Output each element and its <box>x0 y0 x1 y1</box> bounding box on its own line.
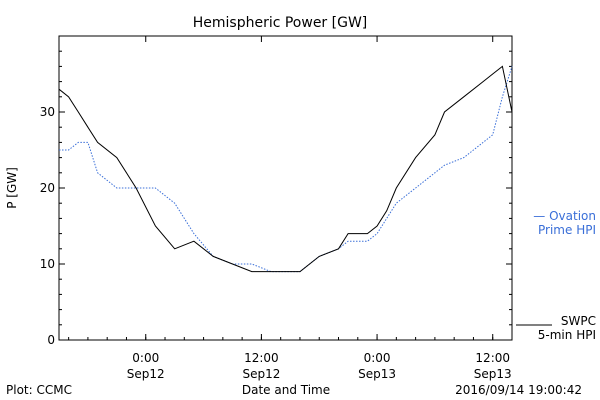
x-axis-label: Date and Time <box>242 383 330 397</box>
legend-ovation-line1: — Ovation <box>533 209 596 223</box>
x-tick-label-time: 12:00 <box>475 351 510 365</box>
y-axis-label: P [GW] <box>5 167 19 209</box>
x-tick-label-time: 0:00 <box>364 351 391 365</box>
plot-source-label: Plot: CCMC <box>6 383 72 397</box>
y-tick-label: 20 <box>40 181 55 195</box>
series-line-swpc <box>58 65 513 273</box>
x-tick-label-date: Sep12 <box>127 367 165 381</box>
y-tick-label: 30 <box>40 105 55 119</box>
x-tick-label-date: Sep12 <box>242 367 280 381</box>
x-tick-label-time: 12:00 <box>244 351 279 365</box>
x-tick-label-date: Sep13 <box>358 367 396 381</box>
x-tick-label-time: 0:00 <box>132 351 159 365</box>
legend-ovation-line2: Prime HPI <box>538 223 596 237</box>
y-tick-label: 0 <box>47 333 55 347</box>
timestamp-label: 2016/09/14 19:00:42 <box>455 383 582 397</box>
x-tick-label-date: Sep13 <box>474 367 512 381</box>
y-axis: 0 10 20 30 <box>40 50 512 347</box>
x-axis: 0:00 Sep12 12:00 Sep12 0:00 Sep13 12:00 Sep13 <box>68 36 513 381</box>
y-tick-label: 10 <box>40 257 55 271</box>
chart-title: Hemispheric Power [GW] <box>193 15 368 31</box>
series-layer <box>58 65 513 273</box>
legend-swpc-line2: 5-min HPI <box>538 328 596 342</box>
legend-swpc-line1: SWPC <box>561 314 596 328</box>
